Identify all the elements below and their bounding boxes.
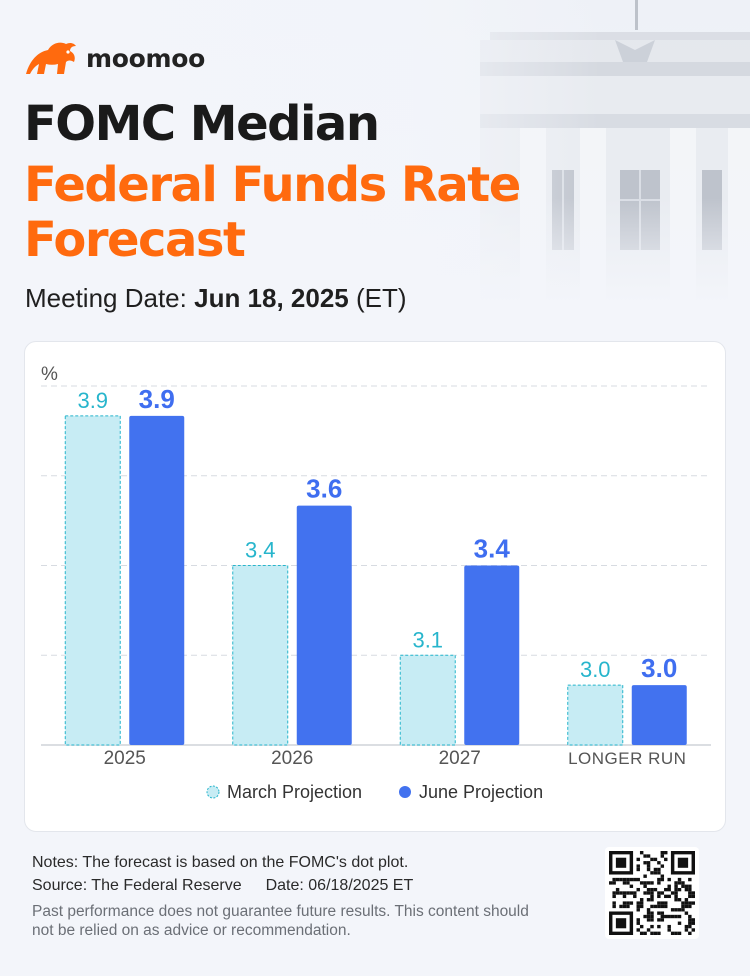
- title-line-2: Federal Funds Rate: [24, 157, 521, 213]
- moomoo-bull-icon: [26, 42, 76, 74]
- x-tick-label: 2027: [439, 748, 481, 769]
- bar-march-longer-run: [567, 684, 624, 746]
- legend-swatch-june: [399, 786, 411, 798]
- qr-code-icon: [609, 851, 695, 935]
- legend-swatch-march: [206, 785, 220, 799]
- meeting-timezone: (ET): [356, 283, 407, 313]
- data-label-june: 3.4: [474, 534, 511, 564]
- data-label-june: 3.0: [641, 653, 677, 683]
- data-label-june: 3.9: [139, 384, 175, 414]
- date-text: Date: 06/18/2025 ET: [265, 877, 414, 894]
- data-label-march: 3.9: [77, 388, 108, 413]
- brand-logo: moomoo: [24, 40, 205, 76]
- bar-june-longer-run: [631, 685, 687, 745]
- notes-text: Notes: The forecast is based on the FOMC…: [32, 854, 409, 871]
- meeting-date-line: Meeting Date: Jun 18, 2025 (ET): [25, 283, 407, 314]
- data-label-march: 3.4: [245, 538, 276, 563]
- source-text: Source: The Federal Reserve: [32, 877, 242, 894]
- bar-march-2025: [64, 415, 121, 746]
- bar-june-2027: [464, 565, 520, 745]
- title-line-3: Forecast: [24, 212, 246, 268]
- data-label-march: 3.1: [412, 627, 443, 652]
- footer: Notes: The forecast is based on the FOMC…: [32, 851, 592, 897]
- y-axis-unit-label: %: [41, 364, 58, 385]
- x-tick-label: 2026: [271, 748, 313, 769]
- disclaimer-text: Past performance does not guarantee futu…: [32, 903, 529, 939]
- legend-label-march: March Projection: [227, 782, 362, 802]
- bar-june-2025: [129, 415, 185, 745]
- title-line-1: FOMC Median: [24, 96, 380, 152]
- data-label-june: 3.6: [306, 474, 342, 504]
- legend-label-june: June Projection: [419, 782, 543, 802]
- bar-chart: % 3.9 3.9 2025 3.4 3.6 2026 3.1 3.4 2027 3.0 3.0 LON…: [41, 364, 711, 802]
- chart-card: % 3.9 3.9 2025 3.4 3.6 2026 3.1 3.4 2027 3.0 3.0 LON…: [24, 341, 726, 832]
- bar-march-2027: [399, 654, 456, 746]
- data-label-march: 3.0: [580, 657, 611, 682]
- x-tick-label: 2025: [104, 748, 146, 769]
- qr-code[interactable]: [605, 847, 699, 939]
- hero-background: [0, 0, 750, 330]
- meeting-date: Jun 18, 2025: [194, 283, 349, 313]
- x-tick-label: LONGER RUN: [568, 749, 686, 768]
- brand-name: moomoo: [86, 43, 206, 73]
- bar-june-2026: [296, 505, 352, 745]
- source-date-row: Source: The Federal Reserve Date: 06/18/2…: [32, 874, 592, 897]
- bar-march-2026: [232, 565, 289, 746]
- meeting-label: Meeting Date:: [25, 283, 187, 313]
